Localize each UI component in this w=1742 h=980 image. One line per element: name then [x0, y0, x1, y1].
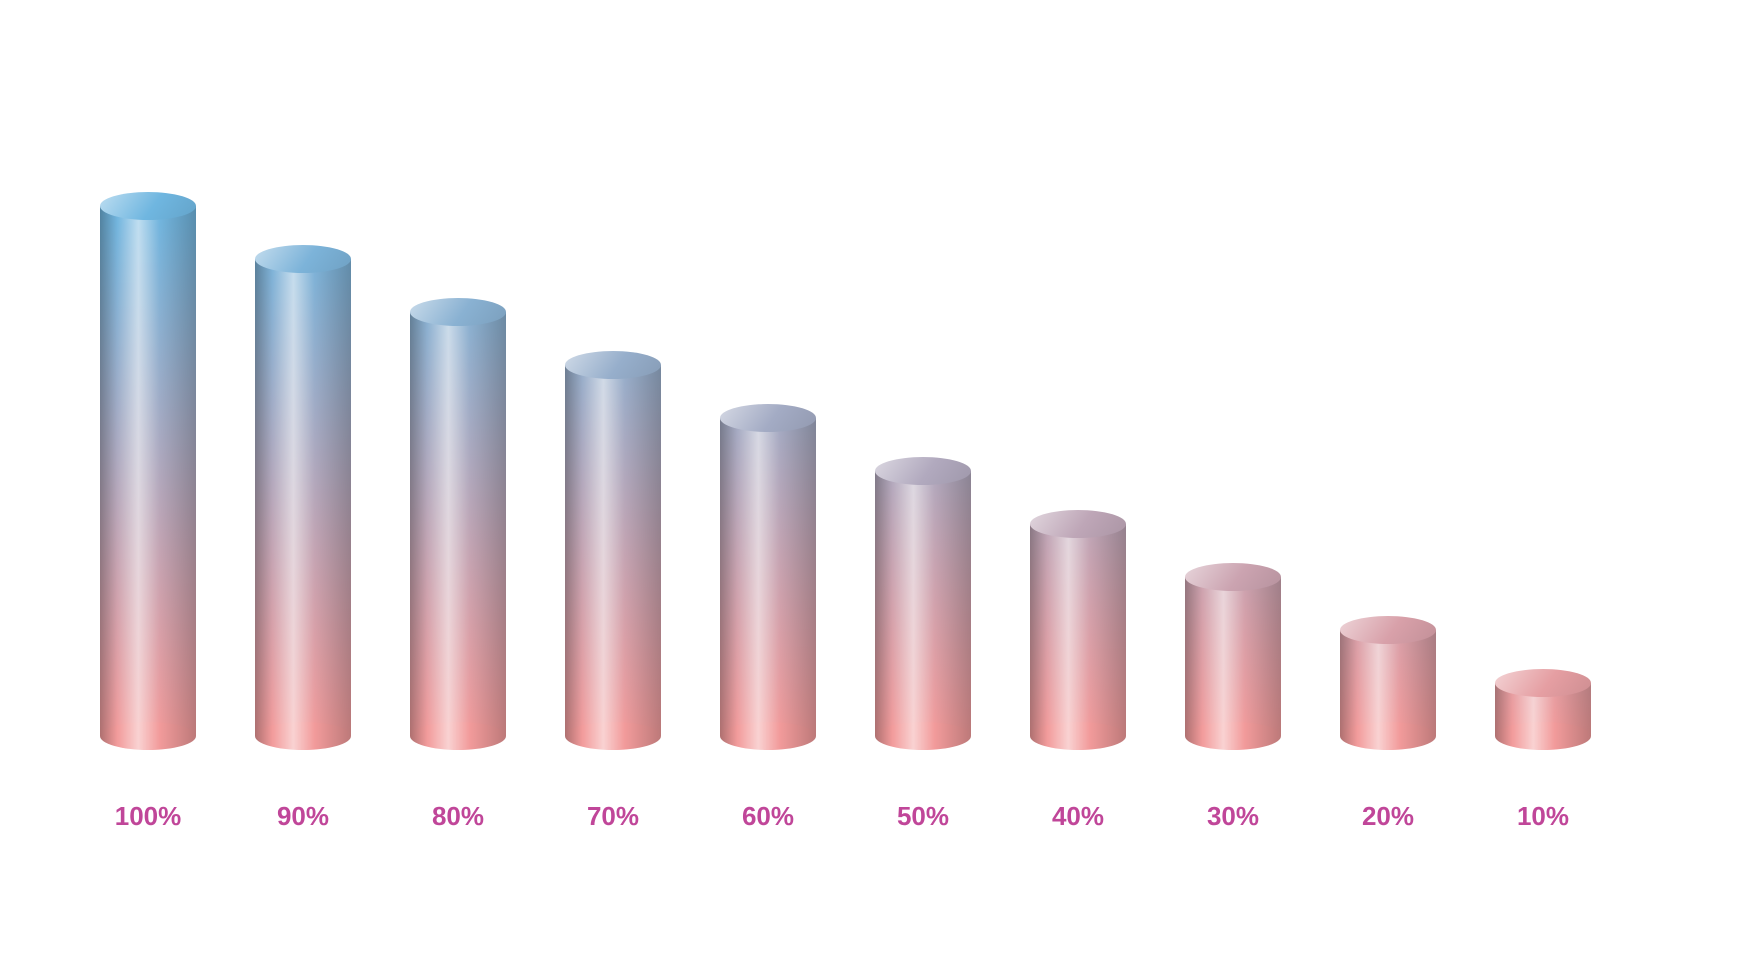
cylinder-bottom-cap [720, 722, 816, 750]
bar-label: 70% [533, 801, 693, 832]
bar-label: 50% [843, 801, 1003, 832]
cylinder-body [1340, 630, 1436, 736]
cylinder-top-cap [720, 404, 816, 432]
bar-label: 10% [1463, 801, 1623, 832]
cylinder-bottom-cap [100, 722, 196, 750]
cylinder-body [100, 206, 196, 736]
cylinder-top-cap [255, 245, 351, 273]
cylinder-bar-chart: 100%90%80%70%60%50%40%30%20%10% [0, 0, 1742, 980]
cylinder-top-cap [1030, 510, 1126, 538]
cylinder-bottom-cap [565, 722, 661, 750]
cylinder-top-cap [875, 457, 971, 485]
bar-label: 100% [68, 801, 228, 832]
cylinder-top-cap [565, 351, 661, 379]
cylinder-body [1185, 577, 1281, 736]
bar-label: 60% [688, 801, 848, 832]
cylinder-top-cap [1340, 616, 1436, 644]
cylinder-top-cap [1495, 669, 1591, 697]
bar-label: 80% [378, 801, 538, 832]
cylinder-bottom-cap [1185, 722, 1281, 750]
cylinder-body [875, 471, 971, 736]
cylinder-body [410, 312, 506, 736]
cylinder-body [565, 365, 661, 736]
cylinder-bottom-cap [1340, 722, 1436, 750]
cylinder-top-cap [1185, 563, 1281, 591]
cylinder-body [255, 259, 351, 736]
bar-label: 90% [223, 801, 383, 832]
cylinder-top-cap [100, 192, 196, 220]
cylinder-bottom-cap [1495, 722, 1591, 750]
cylinder-body [720, 418, 816, 736]
bar-label: 30% [1153, 801, 1313, 832]
cylinder-top-cap [410, 298, 506, 326]
bar-label: 20% [1308, 801, 1468, 832]
bar-label: 40% [998, 801, 1158, 832]
cylinder-body [1030, 524, 1126, 736]
cylinder-bottom-cap [255, 722, 351, 750]
cylinder-bottom-cap [1030, 722, 1126, 750]
cylinder-bottom-cap [875, 722, 971, 750]
cylinder-bottom-cap [410, 722, 506, 750]
